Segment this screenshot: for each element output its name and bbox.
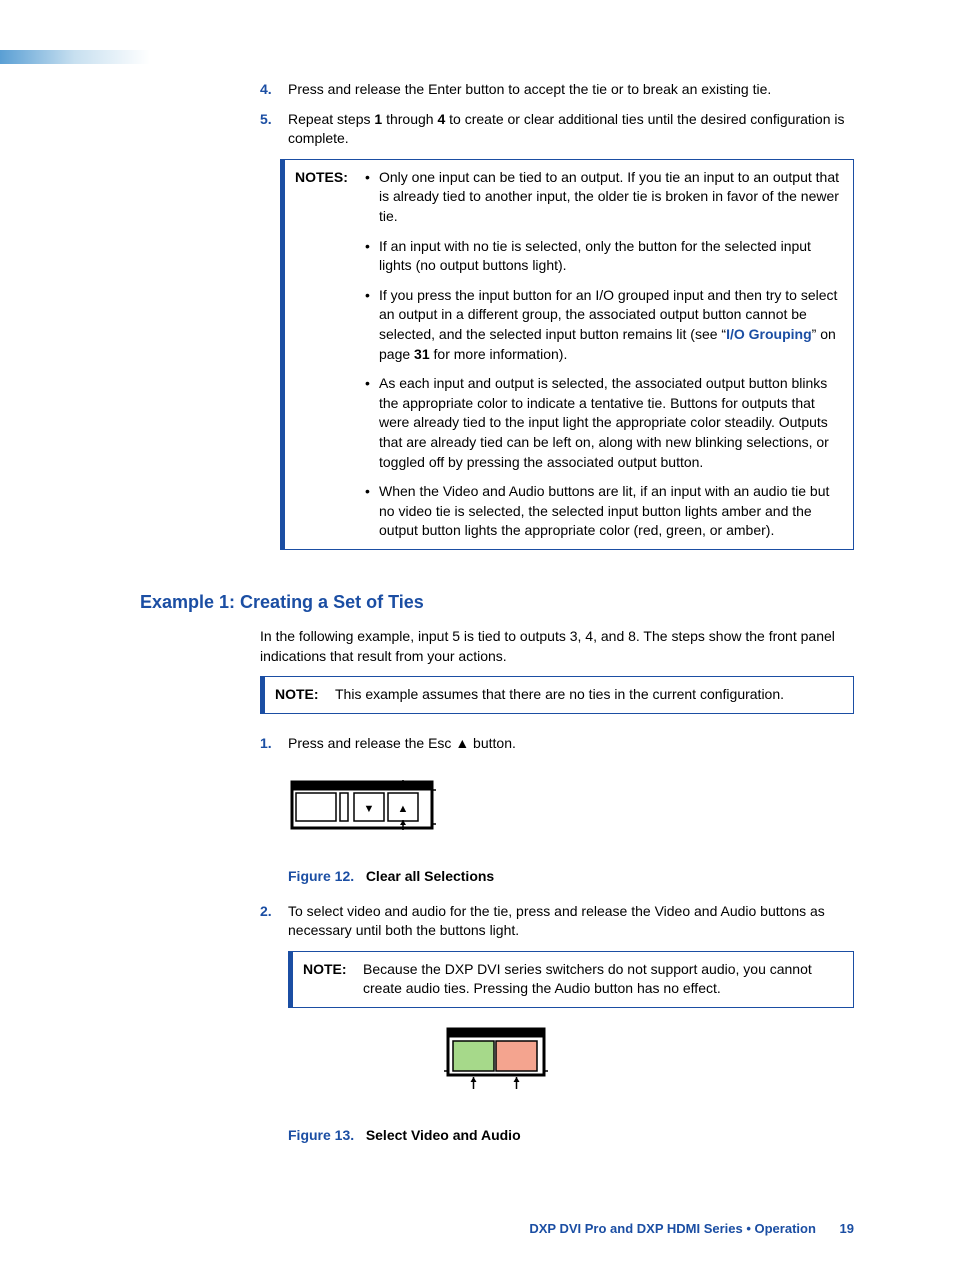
svg-text:▼: ▼ (364, 803, 375, 815)
step-5: 5. Repeat steps 1 through 4 to create or… (260, 110, 854, 149)
example-step-1: 1. Press and release the Esc ▲ button. (260, 734, 854, 754)
step1-text-a: Press and release the Esc (288, 735, 455, 751)
figure-13-panel (442, 1023, 552, 1105)
step-number: 1. (260, 734, 272, 754)
note-item-1: Only one input can be tied to an output.… (365, 168, 843, 227)
footer-text: DXP DVI Pro and DXP HDMI Series • Operat… (529, 1221, 816, 1236)
note-label: NOTE: (275, 685, 335, 705)
fig13-num: Figure 13. (288, 1127, 354, 1143)
note-box-1: NOTE: This example assumes that there ar… (260, 676, 854, 714)
figure-13-caption: Figure 13. Select Video and Audio (288, 1126, 854, 1146)
note-item-5: When the Video and Audio buttons are lit… (365, 482, 843, 541)
steps-list-upper: 4. Press and release the Enter button to… (260, 80, 854, 149)
note3-page: 31 (414, 346, 430, 362)
figure-13-block (140, 1023, 854, 1111)
step-text-b: through (382, 111, 437, 127)
step-text: Press and release the Enter button to ac… (288, 81, 771, 97)
figure-12-caption: Figure 12. Clear all Selections (288, 867, 854, 887)
figure-12-block: ▼▲ (288, 768, 854, 852)
note-text: Because the DXP DVI series switchers do … (363, 960, 843, 999)
note-item-2: If an input with no tie is selected, onl… (365, 237, 843, 276)
note-item-3: If you press the input button for an I/O… (365, 286, 843, 364)
io-grouping-link[interactable]: I/O Grouping (726, 326, 812, 342)
example-intro: In the following example, input 5 is tie… (260, 627, 854, 666)
fig12-num: Figure 12. (288, 868, 354, 884)
example-steps-list-2: 2. To select video and audio for the tie… (260, 902, 854, 941)
note-text: This example assumes that there are no t… (335, 685, 843, 705)
notes-list: Only one input can be tied to an output.… (365, 168, 843, 541)
note-box-2: NOTE: Because the DXP DVI series switche… (288, 951, 854, 1008)
header-accent-bar (0, 50, 150, 64)
example-steps-list: 1. Press and release the Esc ▲ button. (260, 734, 854, 754)
note3-c: for more information). (430, 346, 568, 362)
step1-text-b: button. (469, 735, 516, 751)
fig12-title: Clear all Selections (366, 868, 494, 884)
page-content: 4. Press and release the Enter button to… (0, 60, 954, 1200)
top-bar (0, 0, 954, 60)
svg-text:▲: ▲ (398, 803, 409, 815)
page-number: 19 (840, 1221, 854, 1236)
step-number: 5. (260, 110, 272, 130)
esc-up-icon: ▲ (455, 735, 469, 751)
step-4: 4. Press and release the Enter button to… (260, 80, 854, 100)
example-heading: Example 1: Creating a Set of Ties (140, 590, 854, 615)
note-label: NOTE: (303, 960, 363, 999)
step-number: 2. (260, 902, 272, 922)
note-item-4: As each input and output is selected, th… (365, 374, 843, 472)
notes-box: NOTES: Only one input can be tied to an … (280, 159, 854, 550)
example-step-2: 2. To select video and audio for the tie… (260, 902, 854, 941)
step-number: 4. (260, 80, 272, 100)
fig13-title: Select Video and Audio (366, 1127, 521, 1143)
page-footer: DXP DVI Pro and DXP HDMI Series • Operat… (0, 1200, 954, 1268)
notes-label: NOTES: (295, 168, 365, 541)
figure-12-panel: ▼▲ (288, 768, 438, 846)
step2-text: To select video and audio for the tie, p… (288, 903, 825, 939)
step-text-a: Repeat steps (288, 111, 374, 127)
